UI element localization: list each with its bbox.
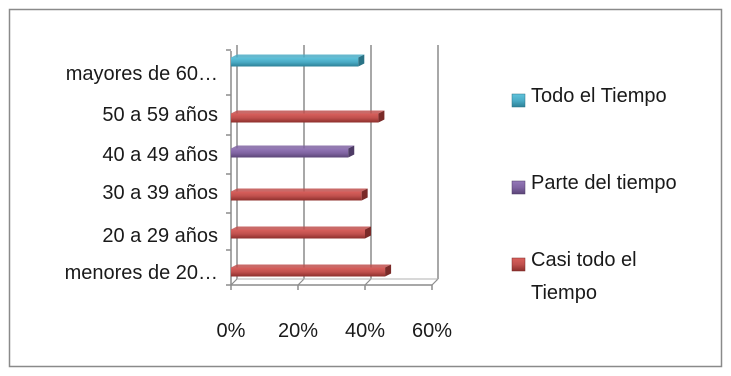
legend-item: Casi todo el Tiempo <box>511 249 637 304</box>
gridline-floor <box>297 278 305 286</box>
category-label: 30 a 39 años <box>102 182 218 204</box>
bar-front <box>231 113 379 123</box>
legend-label: Casi todo el <box>531 249 637 271</box>
legend-swatch <box>511 180 526 195</box>
bar-top <box>231 110 385 114</box>
bar-end <box>361 188 368 201</box>
bar <box>231 264 392 277</box>
bar <box>231 145 355 158</box>
category-label: mayores de 60… <box>66 63 218 85</box>
bar-end <box>348 145 355 158</box>
bar-front <box>231 229 365 239</box>
legend-swatch <box>511 93 526 108</box>
category-labels: menores de 20… 20 a 29 años 30 a 39 años 40… <box>65 63 218 284</box>
legend-label: Todo el Tiempo <box>531 85 667 107</box>
legend-swatch <box>511 257 526 272</box>
bar-front <box>231 148 349 158</box>
plot-back-wall <box>236 45 440 280</box>
bars <box>231 54 392 277</box>
bar-end <box>365 226 371 239</box>
category-label: 40 a 49 años <box>102 144 218 166</box>
legend-item: Todo el Tiempo <box>511 85 667 108</box>
gridline-floor <box>364 278 372 286</box>
chart-border <box>8 8 723 368</box>
category-label: 20 a 29 años <box>102 225 218 247</box>
axes <box>226 49 438 290</box>
bar-end <box>358 54 365 67</box>
plot-area <box>226 45 440 290</box>
bar <box>231 188 368 201</box>
legend-item: Parte del tiempo <box>511 172 677 195</box>
bar <box>231 54 365 67</box>
legend-label-continued: Tiempo <box>531 282 597 304</box>
legend: Todo el Tiempo Parte del tiempo Casi todo … <box>511 85 677 304</box>
tick-labels: 0% 20% 40% 60% <box>217 320 453 342</box>
bar-top <box>231 145 355 149</box>
x-tick-label: 0% <box>217 320 246 342</box>
bar-top <box>231 54 365 58</box>
bar <box>231 226 371 239</box>
bar-end <box>378 110 385 123</box>
bar-front <box>231 57 359 67</box>
bar-front <box>231 191 362 201</box>
x-tick-label: 40% <box>345 320 385 342</box>
gridline-floor <box>431 278 439 286</box>
bar-front <box>231 267 386 277</box>
gridline-floor <box>230 278 238 286</box>
bar-end <box>385 264 392 277</box>
category-label: 50 a 59 años <box>102 104 218 126</box>
legend-label: Parte del tiempo <box>531 172 677 194</box>
bar <box>231 110 385 123</box>
bar-top <box>231 188 368 192</box>
bar-top <box>231 264 392 268</box>
gridlines <box>230 45 439 286</box>
x-tick-label: 60% <box>412 320 452 342</box>
x-tick-label: 20% <box>278 320 318 342</box>
bar-top <box>231 226 371 230</box>
category-label: menores de 20… <box>65 262 218 284</box>
